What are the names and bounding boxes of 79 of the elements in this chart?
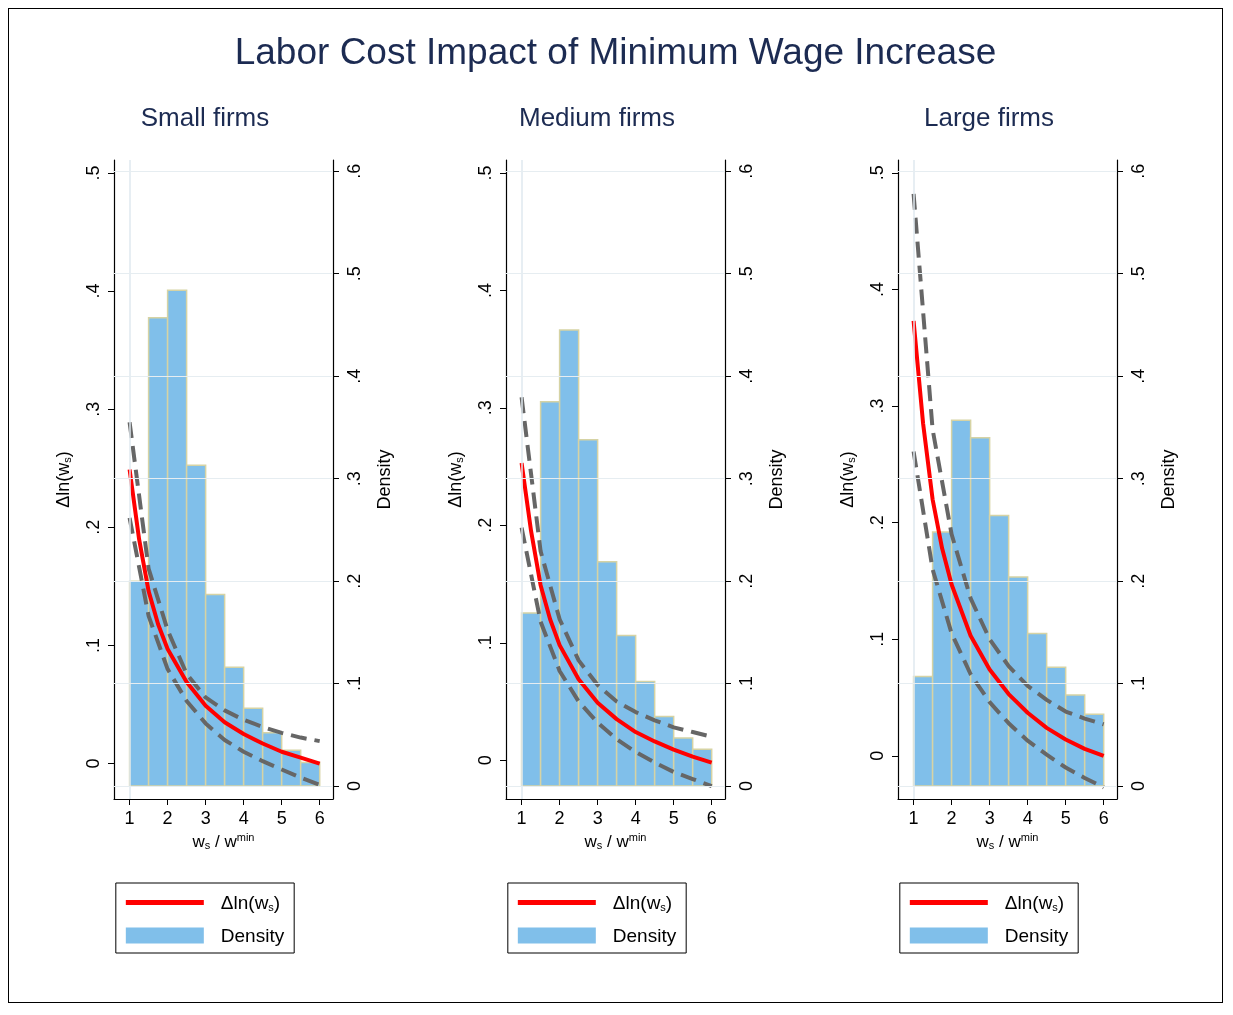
- y-tick-label: 0: [475, 755, 495, 766]
- y-tick-label: .1: [475, 635, 495, 651]
- y-tick-label: .4: [83, 283, 103, 299]
- x-tick-label: 1: [124, 808, 135, 828]
- y2-axis-title: Density: [1158, 449, 1178, 510]
- x-tick-label: 1: [908, 808, 919, 828]
- y-tick-label: .4: [475, 282, 495, 298]
- y2-tick-label: .1: [1128, 676, 1148, 692]
- y2-tick-label: .5: [1128, 266, 1148, 282]
- x-tick-label: 5: [668, 808, 679, 828]
- y2-axis-title: Density: [374, 449, 394, 510]
- y2-tick-label: .6: [736, 163, 756, 179]
- y-axis-title: Δln(ws): [444, 451, 465, 508]
- y-tick-label: .3: [475, 400, 495, 416]
- text: Labor Cost Impact of Minimum Wage Increase: [233, 30, 998, 74]
- chart-subtitle: Medium firms: [518, 102, 676, 132]
- y-tick-label: .5: [867, 165, 887, 181]
- y-axis-title: Δln(ws): [836, 451, 857, 508]
- y-tick-label: .4: [867, 281, 887, 297]
- legend-label: Density: [612, 925, 677, 946]
- y-axis-title: Δln(ws): [52, 451, 73, 508]
- y2-tick-label: 0: [1128, 781, 1148, 792]
- y2-tick-label: 0: [736, 781, 756, 792]
- x-tick-label: 5: [276, 808, 287, 828]
- x-tick-label: 3: [592, 808, 603, 828]
- line-series: [911, 191, 1106, 727]
- y2-tick-label: .4: [1128, 368, 1148, 384]
- line-series: [911, 449, 1106, 790]
- x-tick-label: 6: [706, 808, 717, 828]
- line-series: [127, 420, 322, 744]
- y-tick-label: .5: [83, 165, 103, 181]
- line-series: [911, 318, 1106, 758]
- y-tick-label: .3: [83, 401, 103, 417]
- x-tick-label: 6: [1098, 808, 1109, 828]
- y-tick-label: .2: [83, 519, 103, 535]
- x-tick-label: 5: [1060, 808, 1071, 828]
- y2-axis-title: Density: [766, 449, 786, 510]
- y-tick-label: .1: [867, 631, 887, 647]
- y-tick-label: .1: [83, 637, 103, 653]
- x-tick-label: 2: [554, 808, 565, 828]
- legend-label: Density: [1004, 925, 1069, 946]
- y2-tick-label: .3: [736, 471, 756, 487]
- y-tick-label: 0: [83, 758, 103, 769]
- y2-tick-label: .1: [736, 676, 756, 692]
- y2-tick-label: .5: [344, 266, 364, 282]
- x-tick-label: 2: [946, 808, 957, 828]
- x-tick-label: 3: [984, 808, 995, 828]
- y2-tick-label: .4: [736, 368, 756, 384]
- y2-tick-label: .2: [736, 573, 756, 589]
- y2-tick-label: .6: [344, 163, 364, 179]
- y2-tick-label: .3: [1128, 471, 1148, 487]
- legend-label: Δln(ws): [1004, 892, 1065, 913]
- x-tick-label: 4: [238, 808, 249, 828]
- y-tick-label: .2: [867, 515, 887, 531]
- y-tick-label: .2: [475, 517, 495, 533]
- legend-label: Δln(ws): [220, 892, 281, 913]
- line-series: [519, 525, 714, 789]
- x-tick-label: 2: [162, 808, 173, 828]
- legend-label: Density: [220, 925, 285, 946]
- y2-tick-label: .5: [736, 266, 756, 282]
- chart-subtitle: Large firms: [923, 102, 1055, 132]
- line-series: [127, 515, 322, 787]
- x-tick-label: 4: [1022, 808, 1033, 828]
- y2-tick-label: .2: [344, 573, 364, 589]
- x-tick-label: 1: [516, 808, 527, 828]
- y2-tick-label: .1: [344, 676, 364, 692]
- y2-tick-label: .2: [1128, 573, 1148, 589]
- x-tick-label: 3: [200, 808, 211, 828]
- x-tick-label: 6: [314, 808, 325, 828]
- y2-tick-label: .3: [344, 471, 364, 487]
- legend-label: Δln(ws): [612, 892, 673, 913]
- chart-subtitle: Small firms: [140, 102, 270, 132]
- x-tick-label: 4: [630, 808, 641, 828]
- y-tick-label: .5: [475, 165, 495, 181]
- y2-tick-label: .6: [1128, 163, 1148, 179]
- y-tick-label: 0: [867, 750, 887, 761]
- y-tick-label: .3: [867, 398, 887, 414]
- y2-tick-label: .4: [344, 368, 364, 384]
- y2-tick-label: 0: [344, 781, 364, 792]
